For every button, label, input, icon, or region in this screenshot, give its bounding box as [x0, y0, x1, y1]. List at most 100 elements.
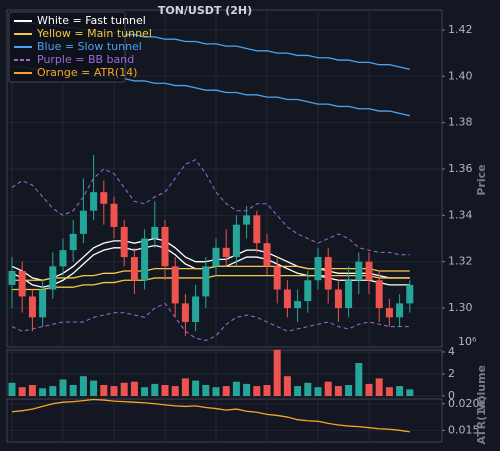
candle-body	[90, 192, 98, 211]
volume-bar	[385, 387, 393, 396]
candle-body	[273, 266, 281, 290]
volume-bar	[314, 387, 322, 396]
candle-body	[151, 226, 159, 239]
candle-body	[28, 296, 36, 318]
volume-bar	[304, 382, 312, 396]
volume-bar	[110, 386, 118, 396]
y-tick-label: 1.40	[448, 69, 473, 82]
volume-bar	[59, 379, 67, 396]
y-axis-label: Volume	[475, 365, 488, 411]
candle-body	[202, 266, 210, 297]
candle-body	[365, 261, 373, 281]
y-tick-label: 1.42	[448, 23, 473, 36]
candle-body	[406, 284, 414, 304]
candle-body	[141, 238, 149, 281]
candle-body	[8, 270, 16, 285]
candle-body	[232, 224, 240, 258]
volume-bar	[365, 383, 373, 396]
volume-bar	[141, 387, 149, 396]
y-tick-label: 0	[448, 389, 455, 402]
volume-bar	[39, 388, 47, 396]
volume-bar	[100, 384, 108, 396]
legend-label: Orange = ATR(14)	[37, 66, 137, 79]
volume-bar	[253, 386, 261, 396]
candle-body	[120, 226, 128, 258]
y-axis-label: ATR(14)	[475, 396, 488, 445]
tunnel-upper	[11, 237, 410, 281]
candle-body	[59, 250, 67, 267]
y-tick-label: 1.32	[448, 255, 473, 268]
volume-bar	[212, 387, 220, 396]
volume-bar	[181, 378, 189, 396]
volume-bar	[324, 381, 332, 396]
candle-body	[304, 280, 312, 302]
volume-bar	[90, 380, 98, 396]
candle-body	[396, 303, 404, 318]
y-tick-label: 4	[448, 345, 455, 358]
candle-body	[355, 261, 363, 281]
candle-body	[283, 289, 291, 309]
candle-body	[212, 247, 220, 267]
candle-body	[18, 270, 26, 297]
volume-bar	[283, 376, 291, 396]
atr-line	[11, 398, 410, 433]
volume-bar	[192, 380, 200, 396]
candle-body	[334, 289, 342, 309]
candle-body	[385, 308, 393, 318]
candle-body	[345, 280, 353, 309]
legend-box	[8, 11, 126, 83]
volume-bar	[294, 386, 302, 396]
tunnel-upper	[12, 265, 410, 281]
y-tick-label: 1.36	[448, 162, 473, 175]
volume-bar	[355, 362, 363, 396]
tunnel-lower	[12, 274, 410, 291]
candle-body	[161, 226, 169, 267]
panel-frame	[6, 398, 443, 443]
volume-bar	[232, 381, 240, 396]
y-tick-label: 2	[448, 367, 455, 380]
legend-label: Purple = BB band	[37, 53, 134, 66]
legend-label: Blue = Slow tunnel	[37, 40, 142, 53]
volume-bar	[263, 384, 271, 396]
y-tick-label: 1.30	[448, 301, 473, 314]
volume-bar	[28, 384, 36, 396]
scale-label: 10⁶	[458, 335, 477, 348]
candle-body	[79, 210, 87, 234]
volume-bar	[161, 384, 169, 396]
y-tick-label: 0.020	[448, 397, 480, 410]
volume-bar	[273, 349, 281, 396]
volume-bar	[202, 384, 210, 396]
volume-bar	[222, 386, 230, 396]
candle-body	[49, 266, 57, 290]
candle-body	[39, 289, 47, 318]
panel-frame	[6, 9, 443, 348]
candle-body	[222, 247, 230, 258]
volume-bar	[171, 386, 179, 396]
volume-bar	[130, 381, 138, 396]
candle-body	[110, 203, 118, 227]
volume-bar	[18, 387, 26, 396]
candle-body	[192, 296, 200, 322]
candle-body	[171, 266, 179, 304]
y-tick-label: 0.015	[448, 423, 480, 436]
volume-bar	[151, 383, 159, 396]
volume-bar	[243, 383, 251, 396]
volume-bar	[345, 384, 353, 396]
volume-bar	[69, 384, 77, 396]
volume-bar	[49, 386, 57, 396]
volume-bar	[334, 386, 342, 396]
volume-bar	[79, 376, 87, 396]
volume-bar	[8, 382, 16, 396]
y-axis-label: Price	[475, 164, 488, 195]
tunnel-lower	[11, 302, 410, 342]
candle-body	[69, 233, 77, 251]
volume-bar	[120, 382, 128, 396]
y-tick-label: 1.38	[448, 116, 473, 129]
candle-body	[263, 243, 271, 267]
candle-body	[130, 257, 138, 281]
candle-body	[243, 215, 251, 225]
tunnel-upper	[11, 159, 410, 256]
candle-body	[375, 280, 383, 309]
volume-bar	[375, 378, 383, 396]
